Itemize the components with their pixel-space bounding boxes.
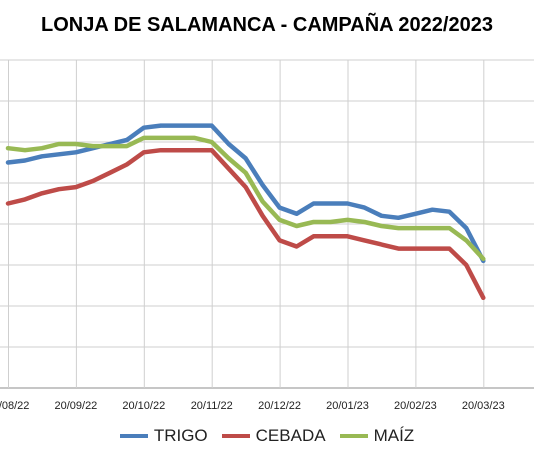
chart-title: LONJA DE SALAMANCA - CAMPAÑA 2022/2023 bbox=[41, 14, 493, 36]
x-tick-label: 20/01/23 bbox=[326, 400, 369, 412]
series-line-maiz bbox=[5, 135, 486, 262]
x-tick-label: 20/02/23 bbox=[394, 400, 437, 412]
legend-item-trigo: TRIGO bbox=[119, 426, 208, 446]
legend-item-cebada: CEBADA bbox=[221, 426, 326, 446]
legend-swatch-trigo bbox=[119, 434, 148, 438]
x-tick-label: 20/08/22 bbox=[0, 400, 29, 412]
x-tick-label: 20/11/22 bbox=[191, 400, 233, 412]
x-tick-label: 20/03/23 bbox=[462, 400, 505, 412]
x-axis: 20/08/22 20/09/22 20/10/22 20/11/22 20/12/22… bbox=[0, 400, 505, 412]
legend-label-maiz: MAÍZ bbox=[373, 426, 415, 445]
series-line-trigo bbox=[5, 123, 486, 264]
x-tick-label: 20/12/22 bbox=[258, 400, 301, 412]
x-tick-label: 20/09/22 bbox=[54, 400, 97, 412]
legend-label-cebada: CEBADA bbox=[255, 426, 326, 445]
x-tick-label: 20/10/22 bbox=[122, 400, 165, 412]
legend-swatch-maiz bbox=[339, 434, 368, 438]
legend-item-maiz: MAÍZ bbox=[339, 426, 415, 446]
series-line-cebada bbox=[5, 147, 486, 301]
series-layer bbox=[5, 123, 486, 301]
legend-swatch-cebada bbox=[221, 434, 250, 438]
legend: TRIGO CEBADA MAÍZ bbox=[0, 426, 534, 446]
legend-label-trigo: TRIGO bbox=[153, 426, 208, 445]
grid-lines bbox=[0, 59, 534, 389]
